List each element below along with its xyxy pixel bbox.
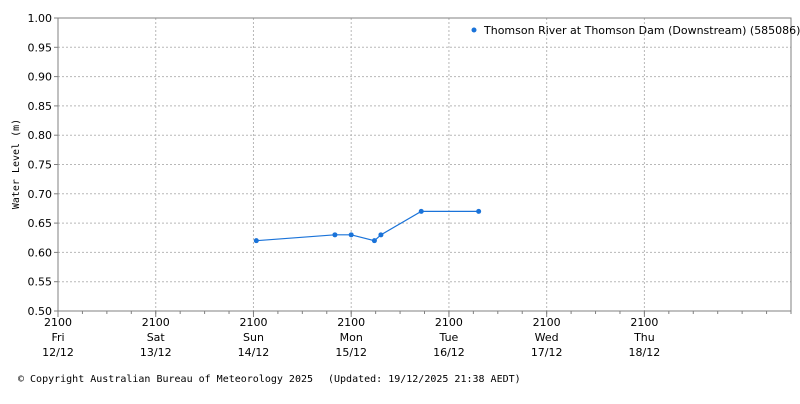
x-axis: 2100 Fri 12/12 2100 Sat 13/12 2100 Sun 14/12 2100… [42,311,791,359]
legend-label: Thomson River at Thomson Dam (Downstream… [483,24,800,37]
legend-marker [472,28,477,33]
x-tick-time: 2100 [44,316,72,329]
x-tick-date: 13/12 [140,346,172,359]
y-tick-label: 0.80 [28,129,53,142]
updated-timestamp: (Updated: 19/12/2025 21:38 AEDT) [328,374,521,385]
x-tick-time: 2100 [239,316,267,329]
x-tick-day: Mon [340,331,363,344]
x-tick-date: 15/12 [335,346,367,359]
data-point [349,232,354,237]
copyright-text: © Copyright Australian Bureau of Meteoro… [18,374,313,385]
x-tick-time: 2100 [630,316,658,329]
series-layer [254,209,481,243]
y-tick-label: 0.85 [28,100,53,113]
y-tick-label: 0.75 [28,159,53,172]
x-tick-date: 14/12 [238,346,270,359]
y-tick-label: 0.70 [28,188,53,201]
x-tick-time: 2100 [435,316,463,329]
x-tick-day: Tue [439,331,459,344]
x-tick-date: 18/12 [629,346,661,359]
data-point [419,209,424,214]
y-tick-label: 1.00 [28,12,53,25]
data-point [254,238,259,243]
y-tick-label: 0.90 [28,71,53,84]
data-point [378,232,383,237]
data-point [332,232,337,237]
x-tick-date: 17/12 [531,346,563,359]
x-tick-date: 12/12 [42,346,74,359]
y-axis-label: Water Level (m) [11,119,22,209]
legend: Thomson River at Thomson Dam (Downstream… [472,24,800,37]
x-tick-time: 2100 [533,316,561,329]
x-tick-day: Thu [633,331,655,344]
series-line [256,211,478,240]
x-tick-time: 2100 [142,316,170,329]
grid-layer [58,18,791,311]
x-tick-day: Wed [535,331,559,344]
x-tick-day: Fri [51,331,64,344]
x-tick-day: Sat [147,331,166,344]
y-tick-label: 0.95 [28,41,53,54]
data-point [372,238,377,243]
data-point [476,209,481,214]
x-tick-time: 2100 [337,316,365,329]
x-tick-day: Sun [243,331,264,344]
y-axis: 0.500.550.600.650.700.750.800.850.900.95… [28,12,59,318]
y-tick-label: 0.55 [28,276,53,289]
y-tick-label: 0.60 [28,246,53,259]
y-tick-label: 0.65 [28,217,53,230]
x-tick-date: 16/12 [433,346,465,359]
